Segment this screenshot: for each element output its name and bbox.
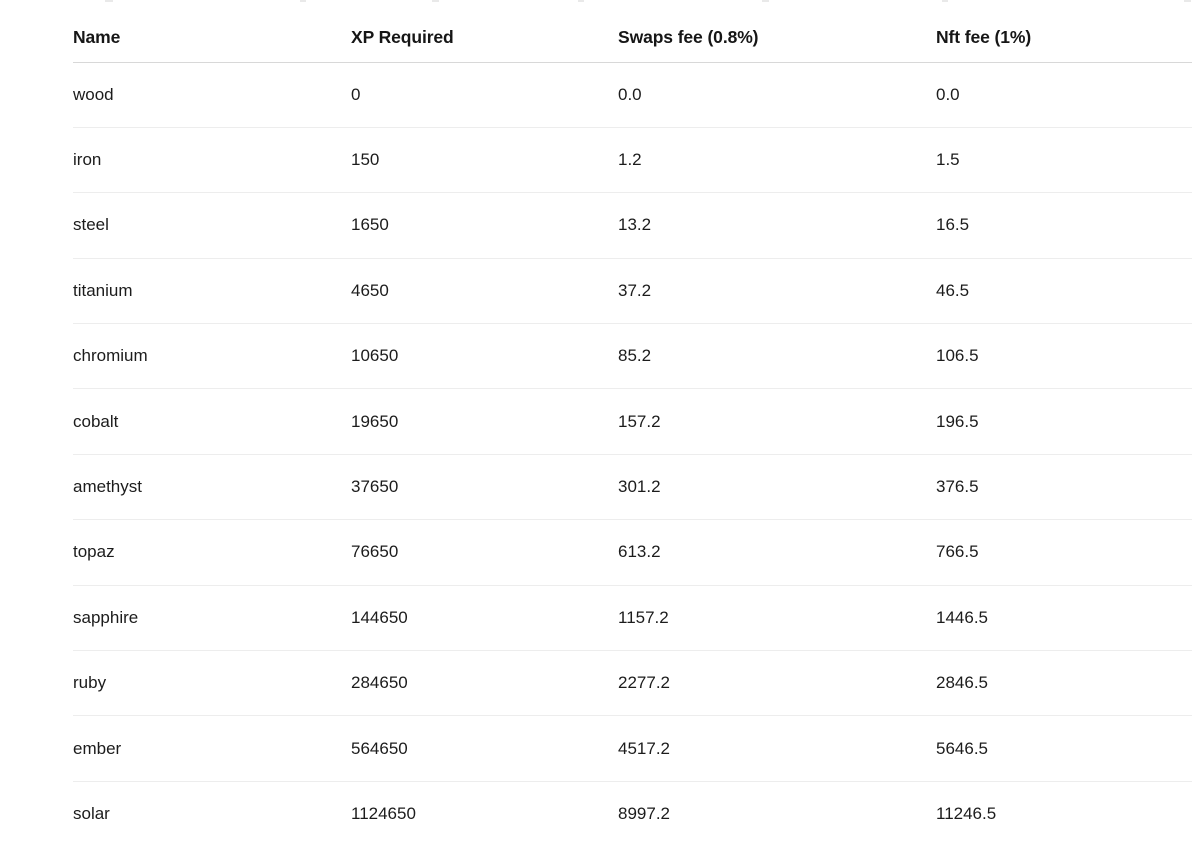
cell-name: amethyst	[73, 454, 351, 521]
column-header-name: Name	[73, 0, 351, 63]
cell-swaps-fee: 2277.2	[618, 650, 936, 717]
cell-swaps-fee: 8997.2	[618, 804, 670, 824]
cell-swaps-fee: 13.2	[618, 192, 936, 259]
cell-swaps-fee: 1157.2	[618, 585, 936, 652]
cell-nft-fee: 1.5	[936, 127, 1192, 194]
cell-name: titanium	[73, 258, 351, 325]
cell-name: sapphire	[73, 585, 351, 652]
cell-name: solar	[73, 804, 110, 824]
cell-nft-fee: 2846.5	[936, 650, 1192, 717]
cell-xp: 150	[351, 127, 618, 194]
cell-nft-fee: 11246.5	[936, 804, 997, 824]
table-row: cobalt 19650 157.2 196.5	[73, 388, 1192, 455]
cell-name: topaz	[73, 519, 351, 586]
cell-swaps-fee: 301.2	[618, 454, 936, 521]
column-header-nft-fee: Nft fee (1%)	[936, 0, 1192, 63]
cell-swaps-fee: 613.2	[618, 519, 936, 586]
cell-name: cobalt	[73, 388, 351, 455]
cell-swaps-fee: 157.2	[618, 388, 936, 455]
cell-nft-fee: 196.5	[936, 388, 1192, 455]
cell-swaps-fee: 0.0	[618, 62, 936, 128]
cell-xp: 144650	[351, 585, 618, 652]
cell-xp: 37650	[351, 454, 618, 521]
table-row: topaz 76650 613.2 766.5	[73, 519, 1192, 586]
cell-xp: 564650	[351, 715, 618, 782]
table-body: wood 0 0.0 0.0 iron 150 1.2 1.5 steel 16…	[73, 62, 1192, 847]
table-row: iron 150 1.2 1.5	[73, 127, 1192, 194]
cell-xp: 19650	[351, 388, 618, 455]
cell-xp: 76650	[351, 519, 618, 586]
table-row: solar 1124650 8997.2 11246.5	[73, 781, 1192, 846]
cell-nft-fee: 16.5	[936, 192, 1192, 259]
column-header-swaps-fee: Swaps fee (0.8%)	[618, 0, 936, 63]
cell-xp: 10650	[351, 323, 618, 390]
table-row: ember 564650 4517.2 5646.5	[73, 715, 1192, 782]
cell-name: steel	[73, 192, 351, 259]
cell-xp: 0	[351, 62, 618, 128]
header-row: Name XP Required Swaps fee (0.8%) Nft fe…	[73, 0, 1192, 63]
cell-nft-fee: 376.5	[936, 454, 1192, 521]
table-row: ruby 284650 2277.2 2846.5	[73, 650, 1192, 717]
levels-table: Name XP Required Swaps fee (0.8%) Nft fe…	[73, 0, 1192, 847]
table-row: steel 1650 13.2 16.5	[73, 192, 1192, 259]
cell-xp: 1650	[351, 192, 618, 259]
cell-swaps-fee: 37.2	[618, 258, 936, 325]
cell-xp: 4650	[351, 258, 618, 325]
cell-swaps-fee: 1.2	[618, 127, 936, 194]
cell-nft-fee: 766.5	[936, 519, 1192, 586]
table-row: sapphire 144650 1157.2 1446.5	[73, 585, 1192, 652]
cell-nft-fee: 5646.5	[936, 715, 1192, 782]
cell-name: iron	[73, 127, 351, 194]
table-row: wood 0 0.0 0.0	[73, 62, 1192, 128]
cell-nft-fee: 0.0	[936, 62, 1192, 128]
cell-swaps-fee: 85.2	[618, 323, 936, 390]
cell-xp: 1124650	[351, 804, 416, 824]
cell-name: chromium	[73, 323, 351, 390]
column-header-xp: XP Required	[351, 0, 618, 63]
cell-xp: 284650	[351, 650, 618, 717]
cell-swaps-fee: 4517.2	[618, 715, 936, 782]
cell-nft-fee: 106.5	[936, 323, 1192, 390]
table-header: Name XP Required Swaps fee (0.8%) Nft fe…	[73, 0, 1192, 63]
cell-name: ruby	[73, 650, 351, 717]
cell-name: wood	[73, 62, 351, 128]
table-row: chromium 10650 85.2 106.5	[73, 323, 1192, 390]
levels-table-container: Name XP Required Swaps fee (0.8%) Nft fe…	[73, 0, 1192, 847]
cell-nft-fee: 1446.5	[936, 585, 1192, 652]
table-row: titanium 4650 37.2 46.5	[73, 258, 1192, 325]
cell-nft-fee: 46.5	[936, 258, 1192, 325]
cell-name: ember	[73, 715, 351, 782]
table-row: amethyst 37650 301.2 376.5	[73, 454, 1192, 521]
